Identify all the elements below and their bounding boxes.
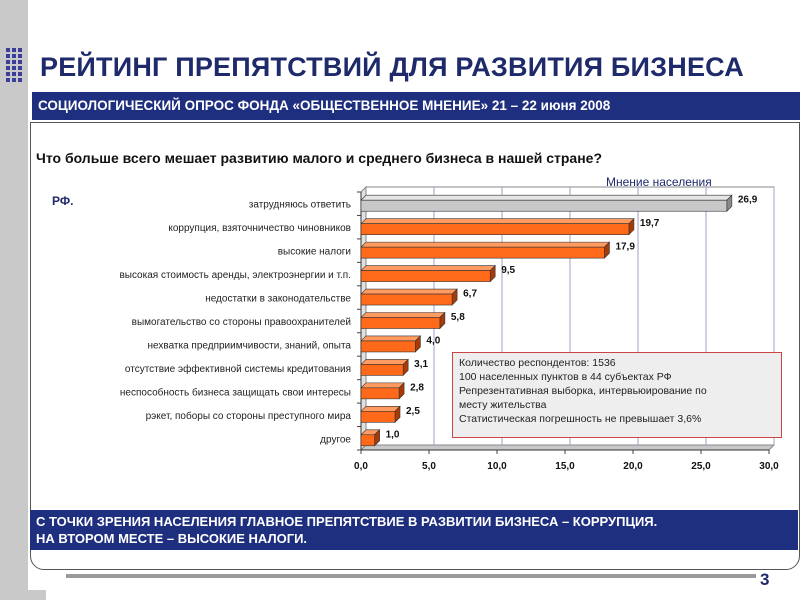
bar-top-face xyxy=(360,382,405,389)
bar xyxy=(360,340,416,353)
survey-subtitle: СОЦИОЛОГИЧЕСКИЙ ОПРОС ФОНДА «ОБЩЕСТВЕННО… xyxy=(32,92,800,120)
x-tick-label: 10,0 xyxy=(487,461,507,472)
bar-top-face xyxy=(360,335,422,342)
category-label: нехватка предприимчивости, знаний, опыта xyxy=(148,340,352,351)
value-label: 4,0 xyxy=(426,335,440,346)
bar-top-face xyxy=(360,218,635,224)
footer-divider xyxy=(66,574,756,578)
x-tick-label: 30,0 xyxy=(759,461,779,472)
bar xyxy=(360,387,400,400)
x-tick-label: 5,0 xyxy=(422,461,436,472)
bar-top-face xyxy=(360,241,611,248)
grid-logo-icon xyxy=(6,48,22,82)
bar xyxy=(360,199,728,212)
stats-line: Статистическая погрешность не превышает … xyxy=(459,413,702,425)
bar xyxy=(360,317,441,329)
bar-top-face xyxy=(360,194,733,201)
value-label: 2,5 xyxy=(406,406,420,417)
page-title: РЕЙТИНГ ПРЕПЯТСТВИЙ ДЛЯ РАЗВИТИЯ БИЗНЕСА xyxy=(40,52,744,82)
x-tick-label: 0,0 xyxy=(354,461,368,472)
x-tick-label: 25,0 xyxy=(691,461,711,472)
bar xyxy=(360,434,375,447)
value-label: 2,8 xyxy=(410,382,424,393)
corner-decoration xyxy=(0,590,46,600)
value-label: 26,9 xyxy=(738,195,758,206)
value-label: 19,7 xyxy=(640,218,660,229)
bar xyxy=(360,364,404,376)
bar-top-face xyxy=(360,406,401,412)
left-side-bar xyxy=(0,0,28,600)
chart-legend-label: Мнение населения xyxy=(606,175,712,189)
chart-corner-label: РФ. xyxy=(52,194,73,208)
bar xyxy=(360,246,605,259)
category-label: вымогательство со стороны правоохранител… xyxy=(132,317,351,328)
stats-line: Репрезентативная выборка, интервьюирован… xyxy=(459,385,707,397)
value-label: 5,8 xyxy=(451,312,465,323)
bar-top-face xyxy=(360,288,458,295)
value-label: 1,0 xyxy=(386,429,400,440)
plot-floor xyxy=(359,444,776,451)
category-label: другое xyxy=(320,434,351,445)
survey-question: Что больше всего мешает развитию малого … xyxy=(36,150,603,166)
bar xyxy=(360,270,491,282)
category-label: высокие налоги xyxy=(278,247,351,258)
conclusion-line: С ТОЧКИ ЗРЕНИЯ НАСЕЛЕНИЯ ГЛАВНОЕ ПРЕПЯТС… xyxy=(36,514,658,529)
value-label: 3,1 xyxy=(414,359,428,370)
x-tick-label: 20,0 xyxy=(623,461,643,472)
category-label: неспособность бизнеса защищать свои инте… xyxy=(120,386,351,398)
conclusion-line: НА ВТОРОМ МЕСТЕ – ВЫСОКИЕ НАЛОГИ. xyxy=(36,531,308,546)
value-label: 17,9 xyxy=(615,242,635,253)
stats-line: месту жительства xyxy=(459,399,547,411)
stats-line: 100 населенных пунктов в 44 субъектах РФ xyxy=(459,371,672,383)
category-label: коррупция, взяточничество чиновников xyxy=(168,223,351,234)
category-label: недостатки в законодательстве xyxy=(205,294,351,305)
category-label: затрудняюсь ответить xyxy=(249,200,351,211)
stats-line: Количество респондентов: 1536 xyxy=(459,357,616,369)
category-label: отсутствие эффективной системы кредитова… xyxy=(125,363,351,375)
conclusion-banner: С ТОЧКИ ЗРЕНИЯ НАСЕЛЕНИЯ ГЛАВНОЕ ПРЕПЯТС… xyxy=(30,510,798,550)
bar-top-face xyxy=(360,359,409,365)
chart-labels: 0,0 5,0 10,0 15,0 20,0 25,0 30,0 затрудняюсь от… xyxy=(52,175,779,472)
chart-bars xyxy=(360,194,733,447)
survey-stats-box: Количество респондентов: 1536 100 населе… xyxy=(452,352,782,438)
bar xyxy=(360,293,453,306)
bar xyxy=(360,411,396,423)
value-label: 6,7 xyxy=(463,289,477,300)
category-label: высокая стоимость аренды, электроэнергии… xyxy=(119,270,351,281)
page-number: 3 xyxy=(760,570,770,589)
category-label: рэкет, поборы со стороны преступного мир… xyxy=(146,410,352,422)
bar-top-face xyxy=(360,265,496,271)
bar-top-face xyxy=(360,312,446,318)
bar xyxy=(360,223,630,235)
x-tick-label: 15,0 xyxy=(555,461,575,472)
value-label: 9,5 xyxy=(501,265,515,276)
